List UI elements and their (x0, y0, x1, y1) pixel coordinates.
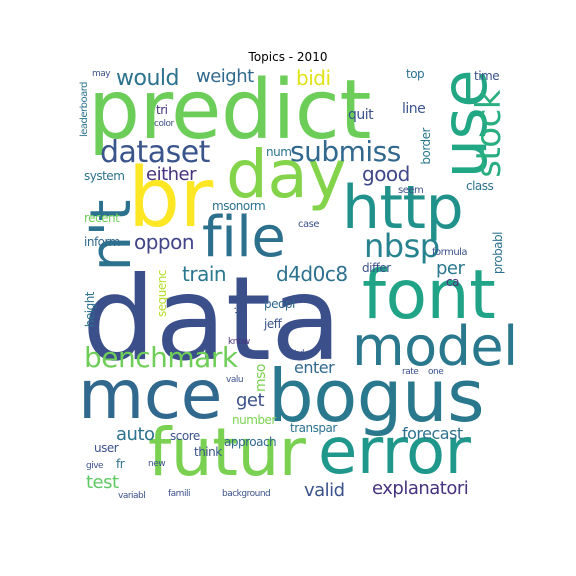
word-msonorm: msonorm (212, 199, 266, 213)
word-recent: recent (84, 211, 120, 225)
word-variabl: variabl (118, 491, 146, 501)
word-good: good (362, 162, 410, 186)
word-new: new (148, 459, 166, 469)
word-day: day (226, 136, 346, 213)
word-style: style (290, 349, 310, 359)
word-stock: stock (469, 90, 509, 178)
word-rate: rate (402, 367, 419, 377)
word-seem: seem (398, 185, 424, 196)
word-one: one (428, 367, 444, 377)
word-think: think (194, 445, 222, 459)
word-time: time (474, 69, 500, 83)
word-dataset: dataset (100, 135, 210, 170)
word-leaderboard: leaderboard (79, 82, 90, 138)
word-explanatori: explanatori (372, 478, 469, 499)
word-d4d0c8: d4d0c8 (276, 262, 348, 286)
word-benchmark: benchmark (84, 341, 238, 374)
word-jeff: jeff (264, 317, 282, 331)
word-formula: formula (432, 247, 468, 258)
word-mso: mso (253, 364, 269, 392)
word-may: may (92, 69, 111, 79)
word-train: train (182, 262, 227, 286)
word-system: system (84, 169, 125, 183)
word-sequenc: sequenc (155, 270, 169, 317)
chart-title: Topics - 2010 (248, 50, 328, 64)
word-enter: enter (294, 358, 335, 377)
word-valu: valu (226, 375, 244, 385)
word-oppon: oppon (134, 230, 195, 254)
word-background: background (222, 489, 271, 499)
word-differ: differ (362, 261, 391, 275)
word-either: either (146, 164, 197, 185)
word-test: test (86, 472, 119, 493)
word-data: data (82, 252, 342, 387)
word-inform: inform (84, 235, 120, 249)
word-num: num (266, 145, 292, 159)
word-ca: ca (446, 275, 459, 289)
word-auto: auto (116, 424, 155, 445)
word-peopl: peopl (264, 297, 295, 311)
word-know: know (228, 337, 250, 347)
word-case: case (298, 219, 320, 230)
word-probabl: probabl (491, 232, 505, 275)
word-http: http (342, 173, 464, 243)
word-quit: quit (348, 107, 374, 123)
word-tri: tri (156, 103, 168, 117)
word-model: model (352, 315, 518, 378)
word-submiss: submiss (290, 135, 401, 168)
word-famili: famili (168, 489, 190, 499)
word-file: file (202, 205, 286, 270)
word-score: score (170, 429, 200, 443)
word-get: get (236, 390, 265, 411)
word-fr: fr (116, 457, 125, 471)
word-approach: approach (224, 435, 277, 449)
word-line: line (402, 101, 426, 117)
word-would: would (116, 66, 179, 91)
word-top: top (406, 67, 425, 81)
word-nbsp: nbsp (364, 227, 440, 265)
word-give: give (86, 461, 104, 471)
word-height: height (83, 292, 97, 328)
word-mce: mce (78, 356, 222, 435)
word-futur: futur (148, 414, 306, 491)
word-transpar: transpar (290, 421, 337, 435)
word-user: user (94, 441, 119, 455)
word-color: color (154, 119, 174, 129)
word-weight: weight (196, 66, 254, 87)
word-number: number (232, 413, 276, 427)
word-predict: predict (88, 63, 371, 158)
word-class: class (466, 179, 494, 193)
word-bidi: bidi (296, 66, 331, 90)
word-forecast: forecast (402, 424, 463, 443)
word-per: per (436, 258, 465, 279)
word-error: error (318, 415, 471, 489)
word-font: font (362, 256, 496, 335)
word-br: br (128, 151, 213, 246)
word-valid: valid (304, 480, 345, 501)
word-optim: optim (233, 296, 247, 329)
word-bogus: bogus (268, 354, 485, 438)
word-border: border (419, 128, 433, 165)
